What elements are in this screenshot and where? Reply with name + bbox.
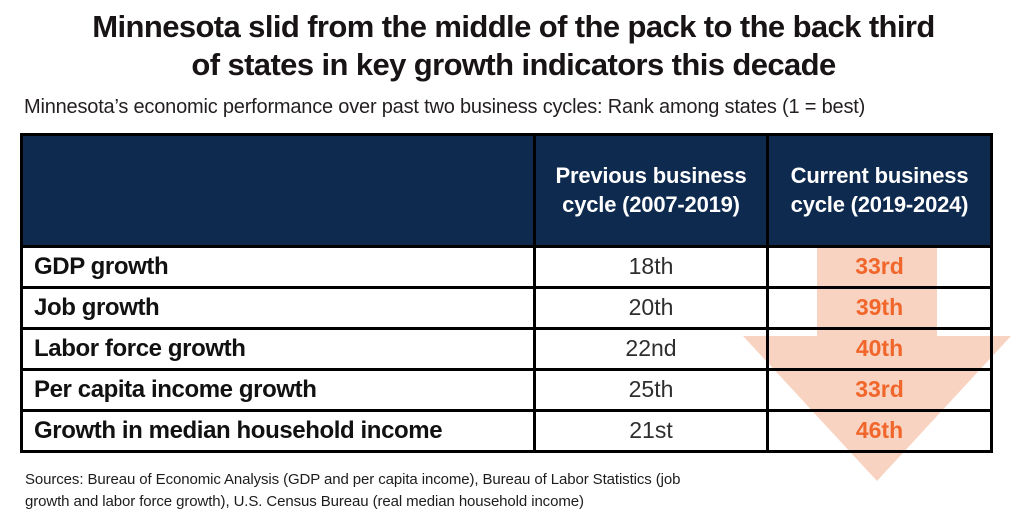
row-label: Growth in median household income [20,408,536,453]
table-container: Previous business cycle (2007-2019) Curr… [20,132,1011,481]
table-row: GDP growth 18th 33rd [20,244,993,289]
subtitle: Minnesota’s economic performance over pa… [24,95,866,118]
title-line-2: of states in key growth indicators this … [191,47,836,83]
table-row: Growth in median household income 21st 4… [20,408,993,453]
current-rank: 46th [766,408,993,453]
table-header-row: Previous business cycle (2007-2019) Curr… [20,132,993,248]
row-label: Labor force growth [20,326,536,371]
table-row: Labor force growth 22nd 40th [20,326,993,371]
row-label: Per capita income growth [20,367,536,412]
previous-rank: 18th [533,244,769,289]
table-row: Job growth 20th 39th [20,285,993,330]
current-rank: 33rd [766,367,993,412]
header-previous-cycle: Previous business cycle (2007-2019) [533,132,769,248]
previous-rank: 21st [533,408,769,453]
previous-rank: 20th [533,285,769,330]
current-rank: 33rd [766,244,993,289]
previous-rank: 22nd [533,326,769,371]
table-row: Per capita income growth 25th 33rd [20,367,993,412]
current-rank: 40th [766,326,993,371]
rankings-table: Previous business cycle (2007-2019) Curr… [20,132,993,453]
header-indicator [20,132,536,248]
previous-rank: 25th [533,367,769,412]
header-current-cycle: Current business cycle (2019-2024) [766,132,993,248]
row-label: Job growth [20,285,536,330]
title-line-1: Minnesota slid from the middle of the pa… [92,9,935,44]
current-rank: 39th [766,285,993,330]
row-label: GDP growth [20,244,536,289]
sources-note: Sources: Bureau of Economic Analysis (GD… [25,470,681,511]
page-title: Minnesota slid from the middle of the pa… [0,0,1027,85]
